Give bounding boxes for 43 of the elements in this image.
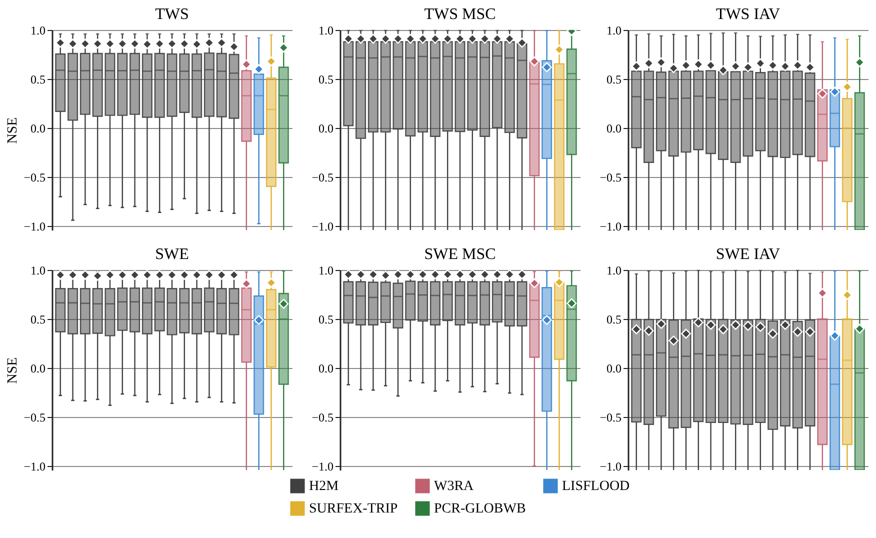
y-tick-label: −1.0 bbox=[24, 460, 46, 474]
legend-label: H2M bbox=[309, 478, 340, 494]
legend-label: W3RA bbox=[434, 478, 475, 494]
y-tick-label: 0.5 bbox=[30, 72, 46, 87]
y-axis-title: NSE bbox=[6, 357, 21, 384]
chart-title: SWE IAV bbox=[716, 246, 781, 263]
chart-title: SWE MSC bbox=[424, 246, 496, 263]
y-axis-title: NSE bbox=[6, 117, 21, 144]
y-tick-label: 0.0 bbox=[606, 362, 622, 376]
y-tick-label: 0.0 bbox=[318, 122, 334, 136]
y-tick-label: 1.0 bbox=[606, 264, 622, 278]
y-tick-label: −1.0 bbox=[600, 460, 622, 474]
y-tick-label: 1.0 bbox=[606, 24, 622, 38]
chart-title: TWS bbox=[155, 6, 189, 23]
y-tick-label: 0.5 bbox=[318, 72, 334, 87]
legend-label: SURFEX-TRIP bbox=[309, 502, 398, 516]
y-tick-label: −1.0 bbox=[312, 220, 334, 234]
chart-title: SWE bbox=[155, 246, 189, 263]
chart-title: TWS IAV bbox=[716, 6, 781, 23]
y-tick-label: 0.5 bbox=[606, 312, 622, 327]
y-tick-label: 1.0 bbox=[30, 24, 46, 38]
y-tick-label: −0.5 bbox=[600, 170, 622, 185]
y-tick-label: −1.0 bbox=[312, 460, 334, 474]
y-tick-label: −0.5 bbox=[600, 410, 622, 425]
y-tick-label: −1.0 bbox=[600, 220, 622, 234]
legend-label: PCR-GLOBWB bbox=[434, 502, 526, 516]
chart-title: TWS MSC bbox=[424, 6, 496, 23]
y-tick-label: −0.5 bbox=[24, 410, 46, 425]
y-tick-label: −0.5 bbox=[24, 170, 46, 185]
legend-label: LISFLOOD bbox=[562, 478, 630, 494]
y-tick-label: 0.5 bbox=[30, 312, 46, 327]
y-tick-label: 0.0 bbox=[30, 362, 46, 376]
y-tick-label: 0.0 bbox=[606, 122, 622, 136]
y-tick-label: −0.5 bbox=[312, 410, 334, 425]
y-tick-label: −0.5 bbox=[312, 170, 334, 185]
y-tick-label: 0.0 bbox=[318, 362, 334, 376]
y-tick-label: 0.5 bbox=[318, 312, 334, 327]
y-tick-label: −1.0 bbox=[24, 220, 46, 234]
y-tick-label: 1.0 bbox=[318, 24, 334, 38]
y-tick-label: 0.0 bbox=[30, 122, 46, 136]
y-tick-label: 1.0 bbox=[30, 264, 46, 278]
y-tick-label: 1.0 bbox=[318, 264, 334, 278]
y-tick-label: 0.5 bbox=[606, 72, 622, 87]
